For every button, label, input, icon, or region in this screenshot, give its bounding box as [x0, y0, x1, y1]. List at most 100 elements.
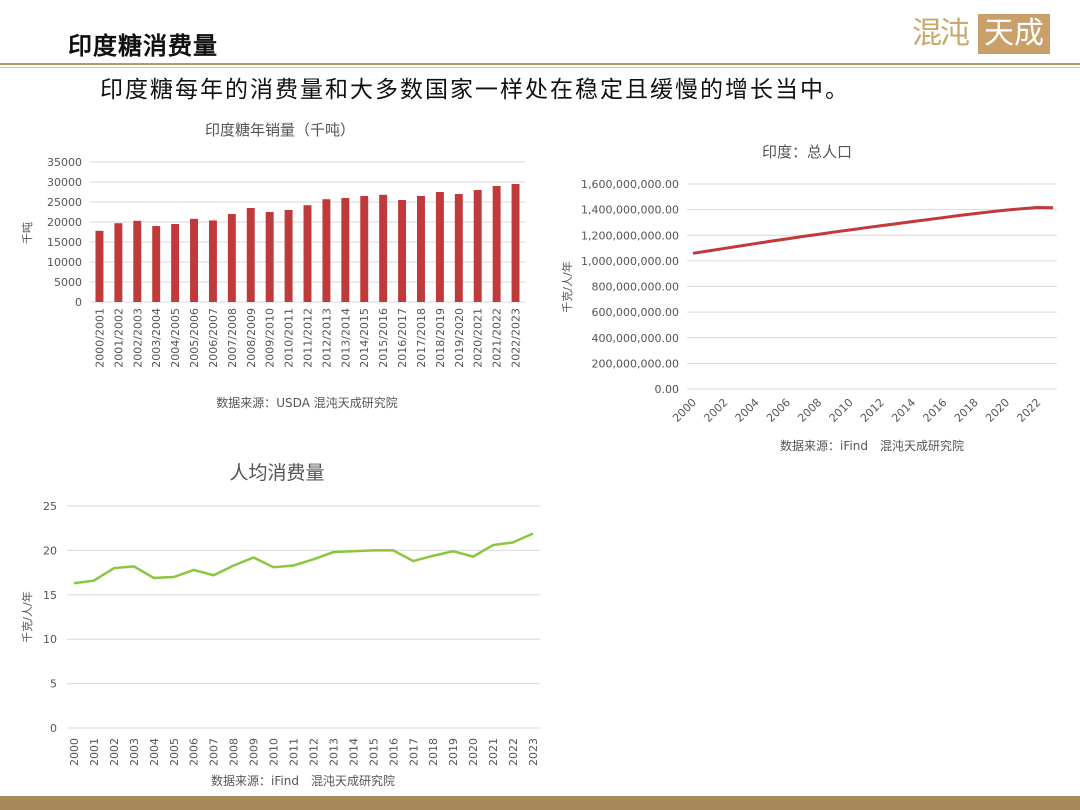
x-tick-label: 2017/2018 — [415, 308, 428, 368]
x-tick-label: 2006 — [764, 396, 793, 425]
x-tick-label: 2011 — [288, 738, 301, 766]
x-tick-label: 2015/2016 — [377, 308, 390, 368]
x-tick-label: 2010 — [268, 738, 281, 766]
y-tick-label: 600,000,000.00 — [592, 306, 679, 319]
x-tick-label: 2007/2008 — [226, 308, 239, 368]
x-tick-label: 2013/2014 — [339, 308, 352, 368]
india-population-line-chart: 印度：总人口 千克/人/年 0.00 200,000,000.00 400,000,… — [560, 143, 1057, 453]
y-tick-label: 1,000,000,000.00 — [581, 255, 679, 268]
x-tick-label: 2006 — [188, 738, 201, 766]
y-tick-label: 20 — [43, 544, 57, 557]
y-axis-label: 千吨 — [21, 222, 34, 244]
bar — [246, 208, 255, 302]
x-tick-label: 2022 — [1014, 396, 1043, 425]
x-tick-label: 2005/2006 — [188, 308, 201, 368]
y-axis-label: 千克/人/年 — [20, 591, 34, 642]
bar — [284, 210, 293, 302]
x-tick-label: 2014/2015 — [358, 308, 371, 368]
y-tick-label: 200,000,000.00 — [592, 357, 679, 370]
sugar-sales-bar-chart: 印度糖年销量（千吨） 千吨 0 5000 10000 15000 20000 25000 3… — [21, 121, 525, 410]
bar — [454, 194, 463, 302]
chart-title: 印度：总人口 — [762, 143, 852, 161]
x-tick-label: 2020 — [467, 738, 480, 766]
bar — [95, 230, 104, 302]
bar — [265, 212, 274, 302]
x-tick-label: 2021 — [487, 738, 500, 766]
y-axis-label: 千克/人/年 — [560, 261, 574, 312]
x-tick-label: 2010 — [827, 396, 856, 425]
x-tick-label: 2018 — [427, 738, 440, 766]
x-tick-label: 2014 — [347, 738, 360, 766]
chart-source: 数据来源：iFind 混沌天成研究院 — [211, 773, 395, 788]
x-tick-label: 2018/2019 — [434, 308, 447, 368]
header-divider — [0, 63, 1080, 65]
page-title: 印度糖消费量 — [68, 31, 218, 60]
bar — [303, 205, 312, 302]
y-tick-label: 400,000,000.00 — [592, 332, 679, 345]
y-tick-label: 15000 — [47, 236, 82, 249]
x-tick-label: 2002/2003 — [131, 308, 144, 368]
chart-title: 印度糖年销量（千吨） — [205, 121, 355, 139]
y-tick-label: 5000 — [54, 276, 82, 289]
y-tick-label: 1,200,000,000.00 — [581, 229, 679, 242]
x-tick-label: 2002 — [108, 738, 121, 766]
logo-text-left: 混沌 — [912, 16, 970, 51]
population-series-line — [692, 205, 1054, 255]
chart-source: 数据来源：USDA 混沌天成研究院 — [216, 395, 397, 410]
x-tick-label: 2008/2009 — [245, 308, 258, 368]
bar — [227, 214, 236, 302]
x-tick-label: 2022 — [507, 738, 520, 766]
bar — [208, 220, 217, 302]
bar — [190, 218, 198, 302]
x-tick-label: 2001/2002 — [112, 308, 125, 368]
bar — [435, 192, 444, 302]
x-tick-label: 2021/2022 — [491, 308, 504, 368]
y-tick-label: 25 — [43, 500, 57, 513]
y-tick-label: 0.00 — [655, 383, 680, 396]
x-tick-label: 2002 — [701, 396, 730, 425]
x-tick-label: 2023 — [527, 738, 540, 766]
y-tick-label: 20000 — [47, 216, 82, 229]
x-tick-label: 2011/2012 — [302, 308, 315, 368]
y-tick-label: 0 — [50, 722, 57, 735]
brand-logo: 混沌 天成 — [912, 12, 1052, 56]
x-tick-label: 2004 — [148, 738, 161, 766]
x-tick-label: 2008 — [795, 396, 824, 425]
y-tick-label: 1,600,000,000.00 — [581, 178, 679, 191]
header-divider-thin — [0, 67, 1080, 68]
x-tick-label: 2008 — [228, 738, 241, 766]
x-tick-label: 2000 — [68, 738, 81, 766]
x-tick-label: 2000/2001 — [93, 308, 106, 368]
y-tick-label: 15 — [43, 589, 57, 602]
x-tick-label: 2016 — [921, 396, 950, 425]
y-tick-label: 800,000,000.00 — [592, 281, 679, 294]
x-tick-label: 2022/2023 — [510, 308, 523, 368]
x-tick-label: 2003 — [128, 738, 141, 766]
x-tick-label: 2014 — [889, 396, 918, 425]
y-tick-label: 10 — [43, 633, 57, 646]
x-tick-label: 2012 — [307, 738, 320, 766]
y-tick-label: 30000 — [47, 176, 82, 189]
bar — [133, 220, 142, 302]
x-tick-label: 2003/2004 — [150, 308, 163, 368]
bar — [341, 198, 350, 302]
bar — [114, 223, 123, 302]
chart-source: 数据来源：iFind 混沌天成研究院 — [780, 438, 964, 453]
x-tick-label: 2017 — [407, 738, 420, 766]
y-tick-label: 0 — [75, 296, 82, 309]
x-tick-label: 2009 — [248, 738, 261, 766]
x-tick-label: 2012 — [858, 396, 887, 425]
x-tick-label: 2009/2010 — [264, 308, 277, 368]
x-tick-label: 2001 — [88, 738, 101, 766]
bar — [171, 224, 180, 302]
x-tick-label: 2019 — [447, 738, 460, 766]
bar — [473, 190, 482, 302]
x-tick-label: 2013 — [327, 738, 340, 766]
y-tick-label: 1,400,000,000.00 — [581, 204, 679, 217]
per-capita-series-line — [73, 532, 534, 585]
x-tick-label: 2007 — [208, 738, 221, 766]
y-tick-label: 35000 — [47, 156, 82, 169]
x-tick-label: 2000 — [670, 396, 699, 425]
x-tick-label: 2006/2007 — [207, 308, 220, 368]
bar — [152, 226, 161, 302]
